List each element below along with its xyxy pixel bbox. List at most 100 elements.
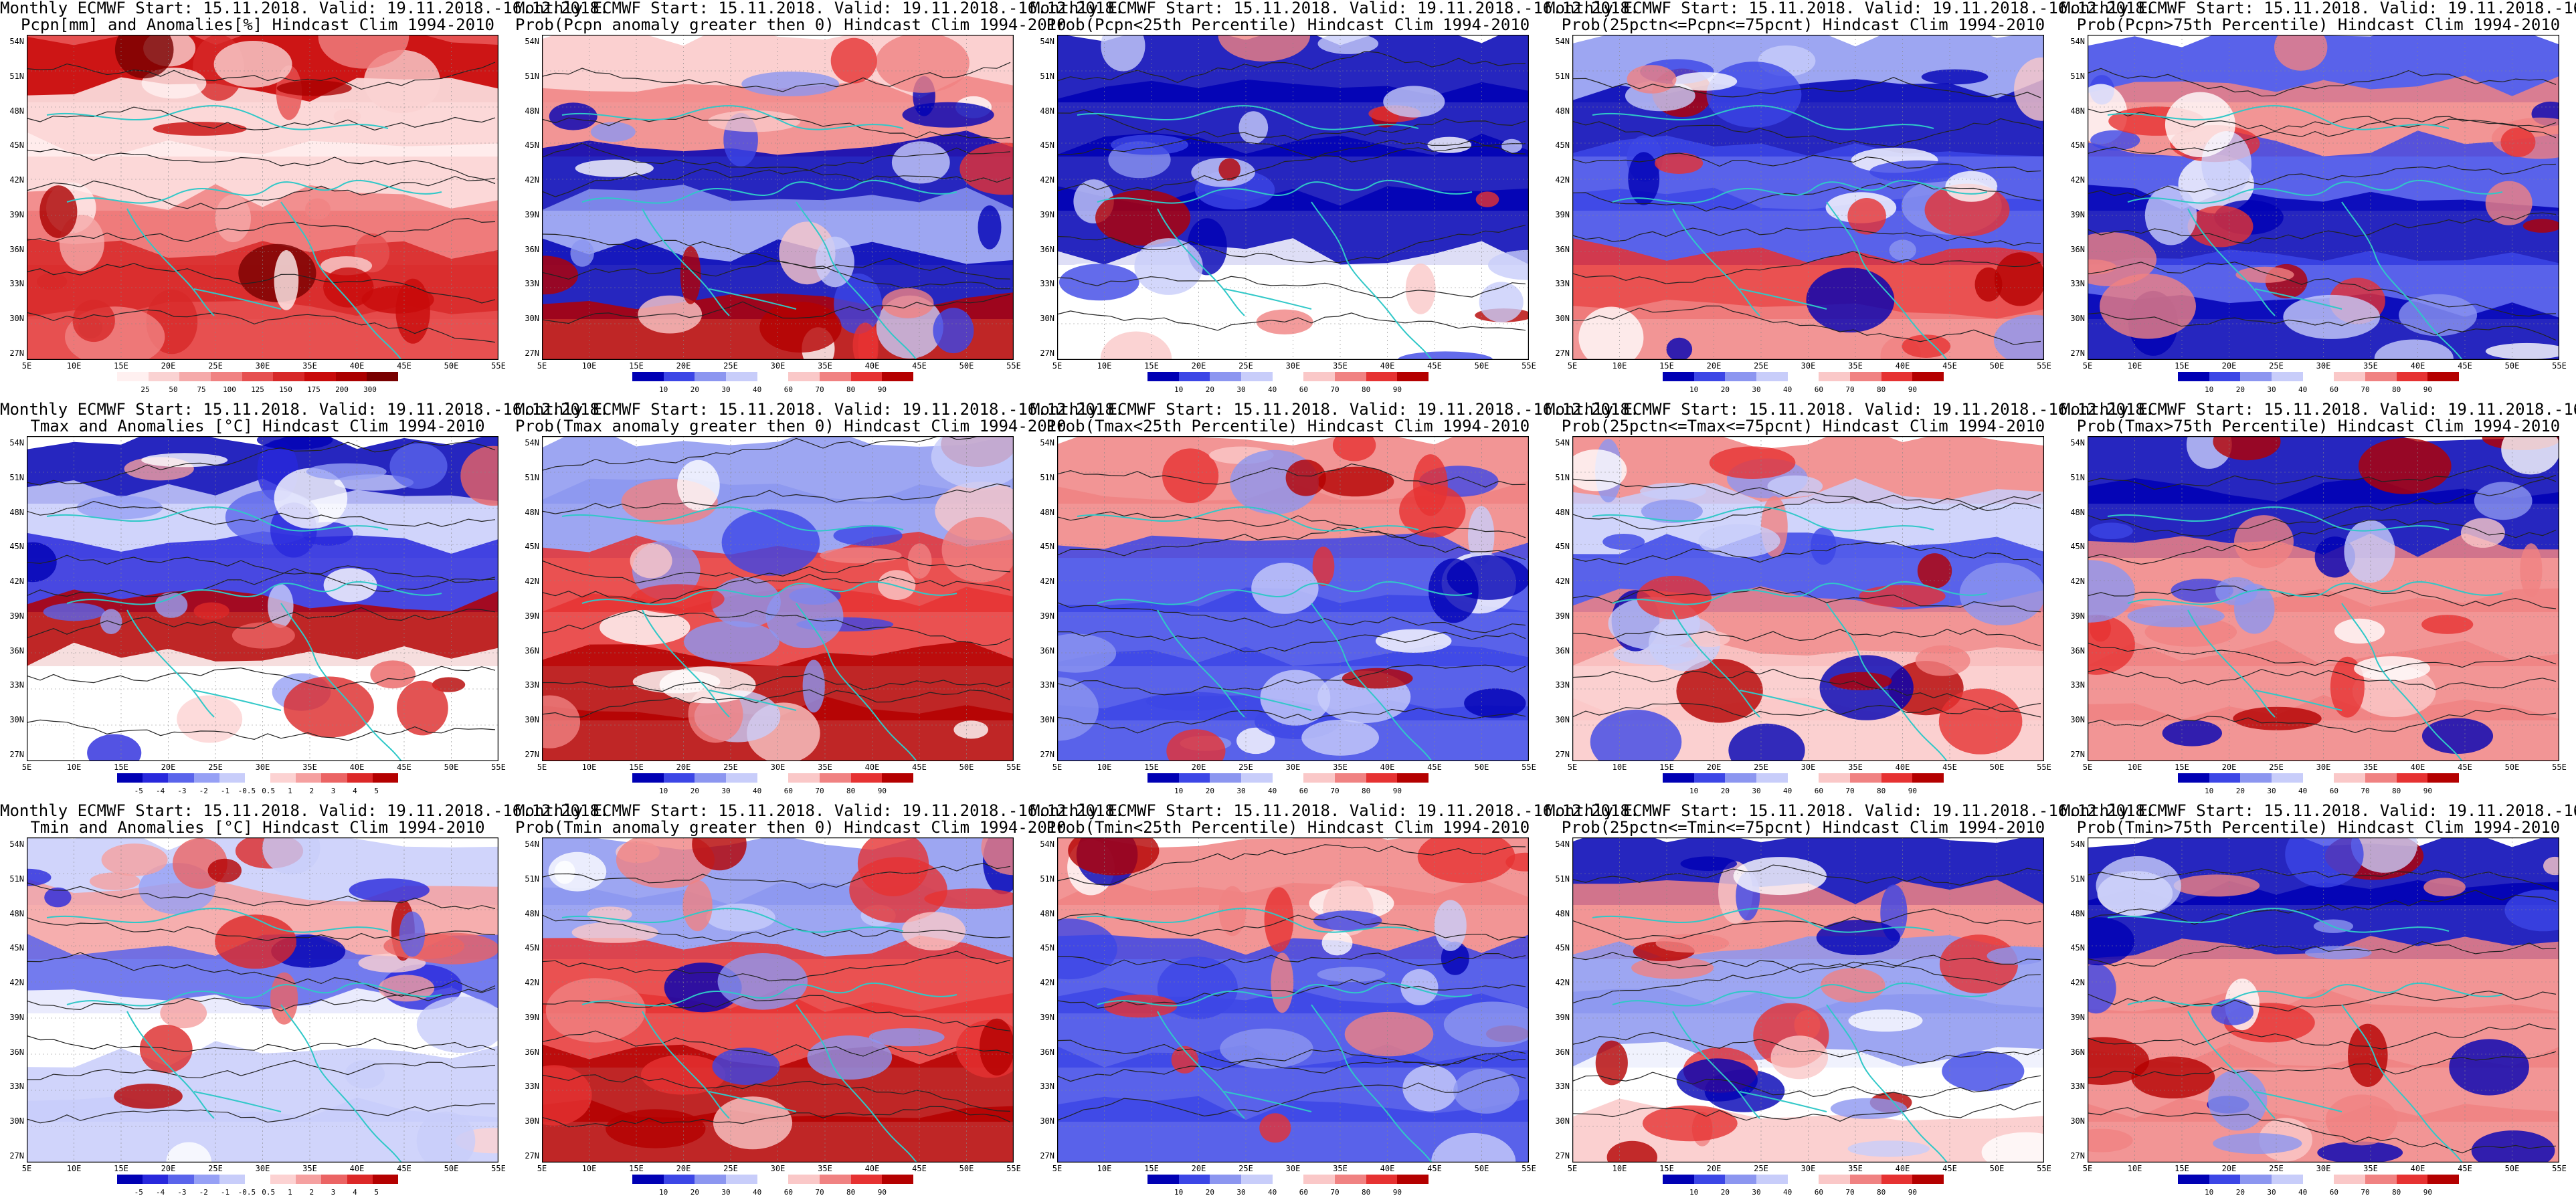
lon-label: 40E [864,361,880,371]
coastline [1097,982,1473,1007]
field-blob [2520,543,2543,597]
field-blob [2399,294,2478,336]
lon-label: 45E [912,361,927,371]
lon-label: 30E [1801,361,1816,371]
coastline [2254,690,2342,711]
lon-label: 25E [723,763,738,772]
lat-label: 36N [1555,244,1570,254]
lon-label: 15E [2175,1164,2189,1173]
colorbar-label: 30 [2267,787,2276,795]
field-blob [1145,692,1238,711]
field-blob [2325,1094,2398,1146]
colorbar-swatch [788,773,820,783]
colorbar-swatch [2334,372,2366,381]
lon-label: 35E [818,361,832,371]
contour-line [2087,465,2557,490]
lon-label: 50E [2504,763,2520,772]
colorbar-label: 80 [846,1188,856,1197]
field-blob [1332,429,1376,462]
contour-line [1572,1101,2041,1122]
field-blob [1672,72,1738,91]
lon-label: 30E [1801,763,1816,772]
lat-label: 45N [525,140,539,150]
contour-line [1056,225,1526,264]
field-blob [2421,615,2474,634]
contour-line [1056,664,1526,696]
colorbar-label: 20 [1205,385,1214,394]
lat-label: 27N [9,1151,24,1161]
lon-label: 40E [2410,361,2425,371]
lat-label: 48N [1040,908,1054,918]
field-blob [1218,886,1247,936]
colorbar-swatch [304,372,337,381]
lat-label: 45N [1555,542,1570,552]
lon-label: 15E [114,763,128,772]
lon-label: 10E [1097,763,1112,772]
coastline [1097,581,1473,605]
field-blob [36,273,68,290]
lon-label: 40E [864,1164,880,1173]
colorbar-label: 10 [659,1188,668,1197]
field-blob [2131,1056,2215,1099]
lon-label: 45E [2458,361,2472,371]
contour-line [26,148,496,185]
field-blob [600,610,691,645]
contour-line [2087,890,2557,925]
lat-label: 33N [1555,279,1570,289]
lon-label: 45E [1427,763,1442,772]
lon-label: 35E [1848,1164,1863,1173]
colorbar-label: 40 [2298,787,2308,795]
lat-label: 27N [1040,348,1054,358]
coastline [2127,982,2503,1007]
lat-label: 45N [525,542,539,552]
colorbar-swatch [244,773,271,783]
lat-label: 33N [9,279,24,289]
colorbar-swatch [2209,372,2241,381]
lat-label: 36N [1555,645,1570,656]
colorbar-swatch [2302,773,2334,783]
lon-label: 30E [255,763,270,772]
field-blob [857,830,929,896]
colorbar-label: 20 [690,787,699,795]
coastline [1157,208,1245,316]
colorbar-swatch [1787,773,1819,783]
colorbar-swatch [726,372,758,381]
field-blob [1709,446,1796,479]
lon-label: 35E [1333,361,1348,371]
field-blob [215,194,251,243]
panel-title-line2: Prob(Tmax<25th Percentile) Hindcast Clim… [1046,417,1530,435]
lon-label: 40E [349,763,365,772]
panel-title-line1: Monthly ECMWF Start: 15.11.2018. Valid: … [2061,801,2576,820]
map-field [1565,425,2045,777]
colorbar-swatch [372,773,399,783]
lat-label: 51N [2070,71,2085,81]
field-blob [1417,829,1515,884]
lat-label: 30N [9,314,24,324]
field-blob [706,903,775,932]
colorbar-label: 80 [1877,385,1886,394]
field-blob [1820,968,1885,1003]
field-blob [979,1018,1014,1076]
colorbar-swatch [1178,1175,1210,1184]
lon-label: 25E [208,1164,223,1173]
map-frame [1572,34,2045,361]
panel-title-line2: Prob(Tmax>75th Percentile) Hindcast Clim… [2076,417,2561,435]
lat-label: 39N [9,611,24,621]
field-blob [2304,946,2372,960]
colorbar-label: 20 [690,1188,699,1197]
coastline [642,609,730,718]
lon-label: 35E [302,1164,317,1173]
contour-line [26,106,496,131]
colorbar-swatch [1366,372,1398,381]
lon-label: 35E [2363,361,2378,371]
colorbar-swatch [2396,372,2428,381]
field-blob [1251,563,1319,614]
colorbar-swatch [1663,1175,1695,1184]
field-blob [1578,306,1644,369]
lat-label: 51N [1040,71,1054,81]
coastline [46,105,389,130]
colorbar-swatch [1881,773,1913,783]
colorbar-swatch [820,773,852,783]
lon-label: 20E [1706,361,1722,371]
contour-line [26,263,496,304]
